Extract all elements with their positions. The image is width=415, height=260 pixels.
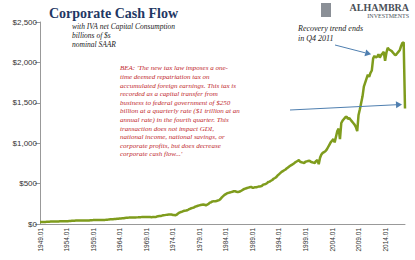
svg-text:corporate profits, but does de: corporate profits, but does decrease (120, 142, 221, 150)
svg-text:1994.01: 1994.01 (275, 228, 282, 252)
svg-text:2004.01: 2004.01 (329, 228, 336, 252)
svg-text:$500: $500 (19, 179, 37, 188)
svg-text:1964.01: 1964.01 (116, 228, 123, 252)
svg-text:1989.01: 1989.01 (249, 228, 256, 252)
svg-text:1999.01: 1999.01 (302, 228, 309, 252)
svg-text:recorded as a capital transfer: recorded as a capital transfer from (120, 90, 218, 98)
svg-text:Corporate Cash Flow: Corporate Cash Flow (49, 6, 179, 21)
svg-text:1984.01: 1984.01 (222, 228, 229, 252)
svg-text:nominal SAAR: nominal SAAR (72, 40, 116, 49)
svg-text:1974.01: 1974.01 (169, 228, 176, 252)
svg-text:annual rate) in the fourth qua: annual rate) in the fourth quarter. This (120, 116, 229, 124)
svg-text:with IVA net Capital Consumpti: with IVA net Capital Consumption (72, 22, 175, 31)
svg-text:corporate cash flow...': corporate cash flow...' (120, 150, 183, 158)
svg-text:1979.01: 1979.01 (196, 228, 203, 252)
svg-text:$2,000: $2,000 (13, 58, 38, 67)
svg-text:in Q4 2011: in Q4 2011 (298, 34, 333, 43)
svg-text:1954.01: 1954.01 (63, 228, 70, 252)
svg-text:BEA: 'The new tax law imposes: BEA: 'The new tax law imposes a one- (120, 64, 229, 72)
svg-text:billions of $s: billions of $s (72, 31, 111, 40)
svg-text:$1,500: $1,500 (13, 98, 38, 107)
svg-text:1949.01: 1949.01 (37, 228, 44, 252)
svg-text:business to federal government: business to federal government of $250 (120, 99, 231, 107)
svg-text:1959.01: 1959.01 (90, 228, 97, 252)
svg-text:national income, national savi: national income, national savings, or (120, 133, 225, 141)
svg-text:$0: $0 (28, 220, 37, 229)
svg-text:$2,500: $2,500 (13, 18, 38, 27)
svg-text:time deemed repatriation tax o: time deemed repatriation tax on (120, 73, 210, 81)
svg-text:Recovery trend ends: Recovery trend ends (297, 24, 363, 33)
svg-text:transaction does not impact GD: transaction does not impact GDI, (120, 125, 214, 133)
svg-text:2009.01: 2009.01 (355, 228, 362, 252)
svg-text:2014.01: 2014.01 (382, 228, 389, 252)
svg-text:1969.01: 1969.01 (143, 228, 150, 252)
svg-text:INVESTMENTS: INVESTMENTS (367, 13, 409, 19)
svg-text:$1,000: $1,000 (13, 139, 38, 148)
svg-text:ALHAMBRA: ALHAMBRA (350, 2, 410, 13)
svg-text:billion at a quarterly rate ($: billion at a quarterly rate ($1 trillion… (120, 107, 240, 115)
svg-text:accumulated foreign earnings.: accumulated foreign earnings. This tax i… (120, 82, 236, 90)
